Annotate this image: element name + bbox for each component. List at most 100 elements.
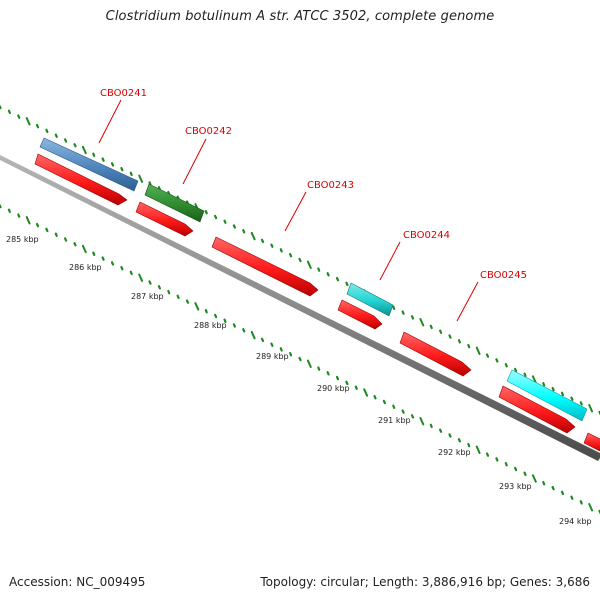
accession-text: Accession: NC_009495 <box>9 575 146 589</box>
upper-track-major-tick <box>531 375 537 384</box>
lower-track-minor-tick <box>401 409 405 414</box>
upper-track-minor-tick <box>448 334 452 339</box>
map-title: Clostridium botulinum A str. ATCC 3502, … <box>105 9 495 24</box>
gene-arrow-1 <box>34 153 128 206</box>
lower-track-minor-tick <box>242 328 246 333</box>
red-gene-segments <box>34 153 600 452</box>
gene-label-cbo0242: CBO0242 <box>185 126 232 137</box>
genome-summary-text: Topology: circular; Length: 3,886,916 bp… <box>260 575 590 589</box>
scale-label-291: 291 kbp <box>378 416 411 425</box>
upper-track-minor-tick <box>73 143 77 148</box>
upper-track-minor-tick <box>92 152 96 157</box>
upper-track-minor-tick <box>401 310 405 315</box>
upper-track-minor-tick <box>560 391 565 397</box>
lower-track-minor-tick <box>120 266 124 271</box>
upper-track-minor-tick <box>7 109 11 115</box>
lower-track-minor-tick <box>7 208 11 213</box>
upper-track-minor-tick <box>242 229 246 234</box>
gene-arrow-2 <box>135 201 194 237</box>
leader-cbo0241 <box>98 99 122 144</box>
lower-track-minor-tick <box>101 256 105 261</box>
gene-label-cbo0243: CBO0243 <box>307 180 354 191</box>
lower-track-minor-tick <box>373 395 377 400</box>
lower-track-major-tick <box>81 244 87 254</box>
scale-label-288: 288 kbp <box>194 321 227 330</box>
upper-track-minor-tick <box>289 253 293 258</box>
gene-arrow-6 <box>498 385 576 434</box>
upper-track-minor-tick <box>429 324 433 330</box>
upper-track-minor-tick <box>570 396 574 401</box>
scale-label-287: 287 kbp <box>131 292 164 301</box>
lower-track-minor-tick <box>429 423 433 429</box>
lower-track-minor-tick <box>260 337 265 343</box>
upper-track-minor-tick <box>504 363 508 368</box>
lower-tick-track <box>0 203 600 515</box>
upper-track-minor-tick <box>298 257 302 263</box>
scale-label-285: 285 kbp <box>6 235 39 244</box>
lower-track-minor-tick <box>129 270 133 276</box>
lower-track-minor-tick <box>410 414 415 419</box>
lower-track-minor-tick <box>279 347 283 352</box>
lower-track-minor-tick <box>382 399 386 405</box>
lower-track-minor-tick <box>326 371 330 376</box>
upper-track-minor-tick <box>551 386 555 392</box>
scale-label-286: 286 kbp <box>69 263 102 272</box>
lower-track-minor-tick <box>354 385 358 390</box>
gene-arrow-3 <box>211 236 319 297</box>
lower-track-minor-tick <box>504 462 508 467</box>
lower-track-minor-tick <box>167 289 171 295</box>
upper-track-minor-tick <box>467 343 471 349</box>
lower-track-minor-tick <box>448 433 452 438</box>
upper-track-major-tick <box>588 404 594 413</box>
lower-track-major-tick <box>419 417 425 426</box>
lower-track-major-tick <box>306 359 312 368</box>
lower-track-minor-tick <box>73 242 77 247</box>
gene-cbo0242-bar <box>144 183 205 223</box>
upper-track-minor-tick <box>54 133 58 138</box>
gene-cbo0245-bar <box>506 369 588 422</box>
upper-track-minor-tick <box>317 267 321 272</box>
lower-track-minor-tick <box>485 452 490 457</box>
upper-track-minor-tick <box>485 353 490 358</box>
gene-cbo0241-bar <box>39 137 139 192</box>
lower-track-minor-tick <box>570 495 574 500</box>
lower-track-minor-tick <box>560 490 565 496</box>
lower-track-minor-tick <box>457 438 461 443</box>
forward-gene-segments <box>39 137 588 422</box>
upper-track-minor-tick <box>270 243 274 248</box>
upper-track-minor-tick <box>63 138 68 143</box>
upper-track-minor-tick <box>120 167 124 172</box>
lower-track-minor-tick <box>551 485 555 491</box>
lower-track-minor-tick <box>157 285 161 290</box>
leader-cbo0243 <box>284 191 307 232</box>
upper-track-minor-tick <box>232 224 236 229</box>
upper-track-minor-tick <box>214 214 218 220</box>
upper-track-major-tick <box>250 231 256 241</box>
lower-track-minor-tick <box>176 294 180 299</box>
gene-cbo0244-bar <box>346 282 394 317</box>
leader-cbo0245 <box>456 281 479 322</box>
lower-track-minor-tick <box>523 471 527 476</box>
lower-track-major-tick <box>250 330 256 340</box>
leader-cbo0244 <box>379 241 401 281</box>
lower-track-minor-tick <box>214 313 218 319</box>
upper-track-minor-tick <box>223 219 227 224</box>
leader-cbo0242 <box>182 138 207 185</box>
upper-track-minor-tick <box>279 248 283 253</box>
upper-track-minor-tick <box>148 181 152 186</box>
upper-track-minor-tick <box>392 305 396 310</box>
upper-track-minor-tick <box>495 358 499 363</box>
gene-labels: CBO0241 CBO0242 CBO0243 CBO0244 CBO0245 <box>100 88 527 281</box>
scale-label-292: 292 kbp <box>438 448 471 457</box>
upper-track-minor-tick <box>129 171 133 177</box>
lower-track-major-tick <box>25 216 31 225</box>
lower-track-major-tick <box>531 474 537 483</box>
upper-track-minor-tick <box>326 272 330 277</box>
upper-track-minor-tick <box>513 367 518 373</box>
lower-track-major-tick <box>475 445 481 454</box>
scale-labels: 285 kbp 286 kbp 287 kbp 288 kbp 289 kbp … <box>6 235 592 526</box>
scale-label-294: 294 kbp <box>559 517 592 526</box>
lower-track-minor-tick <box>63 237 68 242</box>
lower-track-major-tick <box>138 273 144 282</box>
lower-track-major-tick <box>363 388 369 397</box>
